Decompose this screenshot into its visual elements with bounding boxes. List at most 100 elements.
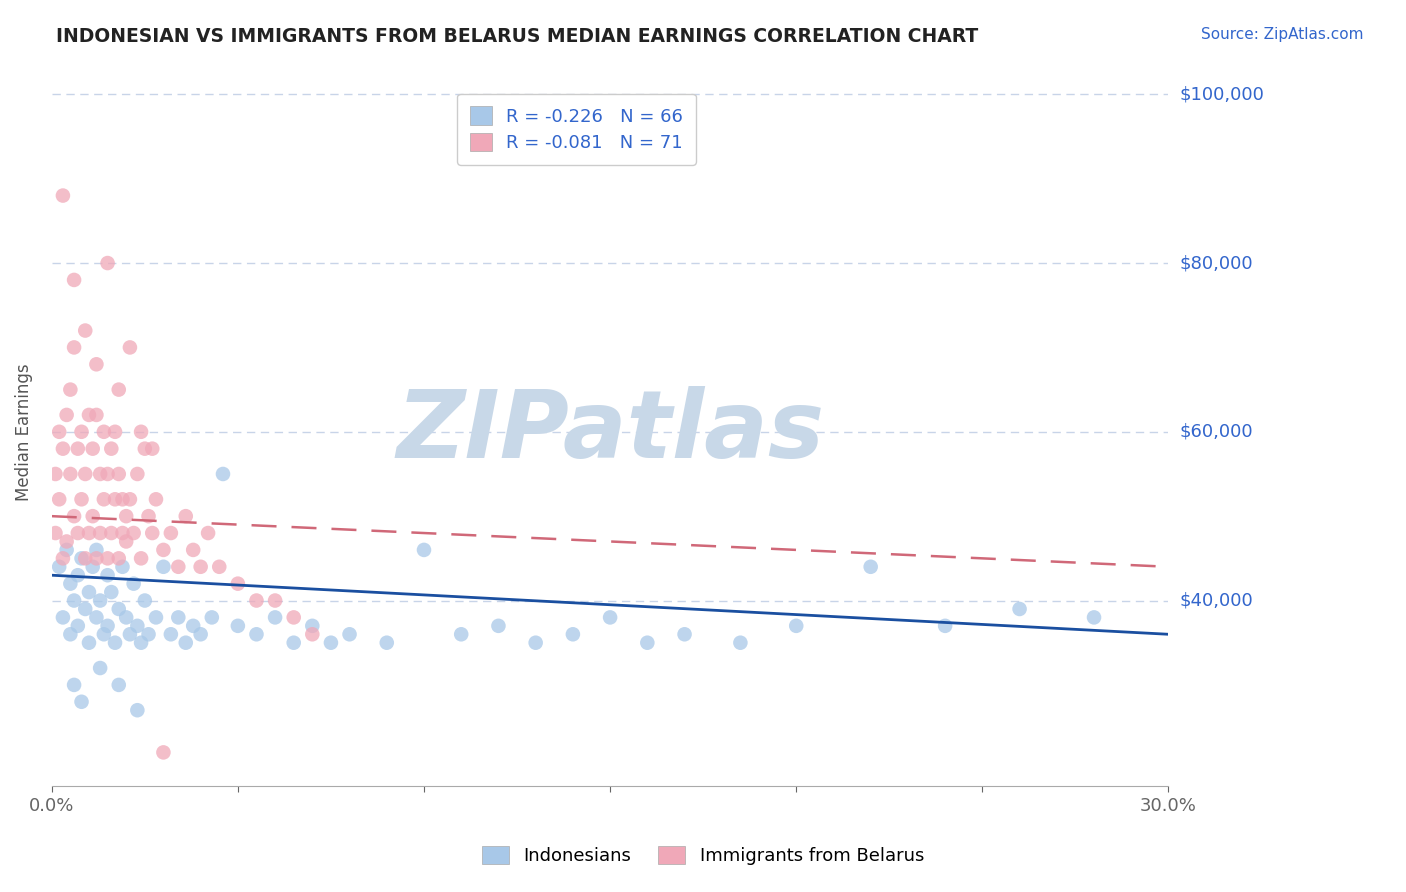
- Point: [118, 340, 141, 354]
- Point: [59, 383, 82, 397]
- Point: [208, 559, 231, 574]
- Point: [138, 509, 160, 524]
- Point: [97, 619, 120, 633]
- Point: [283, 610, 305, 624]
- Text: ZIPatlas: ZIPatlas: [396, 386, 824, 478]
- Point: [226, 619, 249, 633]
- Point: [82, 442, 104, 456]
- Point: [86, 610, 108, 624]
- Point: [636, 636, 658, 650]
- Point: [1008, 602, 1031, 616]
- Point: [145, 492, 167, 507]
- Point: [107, 551, 129, 566]
- Point: [129, 425, 152, 439]
- Point: [86, 542, 108, 557]
- Point: [730, 636, 752, 650]
- Point: [63, 509, 86, 524]
- Point: [63, 678, 86, 692]
- Point: [138, 627, 160, 641]
- Point: [264, 610, 287, 624]
- Point: [160, 526, 183, 541]
- Point: [122, 526, 145, 541]
- Point: [107, 602, 129, 616]
- Point: [70, 551, 93, 566]
- Point: [63, 340, 86, 354]
- Point: [86, 551, 108, 566]
- Point: [115, 610, 138, 624]
- Point: [134, 442, 156, 456]
- Point: [339, 627, 361, 641]
- Point: [52, 188, 75, 202]
- Point: [181, 542, 204, 557]
- Point: [152, 745, 174, 759]
- Text: $60,000: $60,000: [1180, 423, 1253, 441]
- Point: [77, 636, 100, 650]
- Text: $80,000: $80,000: [1180, 254, 1253, 272]
- Point: [100, 442, 122, 456]
- Point: [111, 526, 134, 541]
- Point: [107, 383, 129, 397]
- Point: [152, 559, 174, 574]
- Point: [301, 627, 323, 641]
- Point: [77, 526, 100, 541]
- Y-axis label: Median Earnings: Median Earnings: [15, 363, 32, 500]
- Point: [301, 619, 323, 633]
- Point: [129, 551, 152, 566]
- Point: [59, 627, 82, 641]
- Point: [93, 627, 115, 641]
- Point: [111, 492, 134, 507]
- Point: [145, 610, 167, 624]
- Point: [129, 636, 152, 650]
- Point: [245, 593, 267, 607]
- Point: [86, 408, 108, 422]
- Point: [104, 492, 127, 507]
- Point: [201, 610, 224, 624]
- Point: [52, 610, 75, 624]
- Point: [52, 442, 75, 456]
- Point: [283, 636, 305, 650]
- Point: [197, 526, 219, 541]
- Point: [77, 585, 100, 599]
- Point: [48, 559, 70, 574]
- Point: [70, 695, 93, 709]
- Point: [66, 442, 89, 456]
- Point: [118, 492, 141, 507]
- Point: [375, 636, 398, 650]
- Text: INDONESIAN VS IMMIGRANTS FROM BELARUS MEDIAN EARNINGS CORRELATION CHART: INDONESIAN VS IMMIGRANTS FROM BELARUS ME…: [56, 27, 979, 45]
- Point: [97, 551, 120, 566]
- Text: $100,000: $100,000: [1180, 86, 1264, 103]
- Point: [859, 559, 882, 574]
- Point: [134, 593, 156, 607]
- Point: [524, 636, 547, 650]
- Point: [174, 636, 197, 650]
- Point: [100, 526, 122, 541]
- Point: [77, 408, 100, 422]
- Point: [127, 703, 149, 717]
- Point: [673, 627, 696, 641]
- Point: [174, 509, 197, 524]
- Point: [97, 467, 120, 481]
- Point: [93, 492, 115, 507]
- Point: [75, 324, 97, 338]
- Point: [190, 627, 212, 641]
- Point: [1083, 610, 1105, 624]
- Point: [160, 627, 183, 641]
- Point: [70, 492, 93, 507]
- Point: [785, 619, 807, 633]
- Point: [75, 551, 97, 566]
- Point: [66, 526, 89, 541]
- Point: [167, 559, 190, 574]
- Point: [226, 576, 249, 591]
- Point: [245, 627, 267, 641]
- Point: [75, 602, 97, 616]
- Point: [122, 576, 145, 591]
- Point: [55, 534, 77, 549]
- Point: [93, 425, 115, 439]
- Legend: Indonesians, Immigrants from Belarus: Indonesians, Immigrants from Belarus: [472, 837, 934, 874]
- Point: [319, 636, 342, 650]
- Point: [934, 619, 956, 633]
- Text: Source: ZipAtlas.com: Source: ZipAtlas.com: [1201, 27, 1364, 42]
- Point: [75, 467, 97, 481]
- Point: [599, 610, 621, 624]
- Point: [48, 425, 70, 439]
